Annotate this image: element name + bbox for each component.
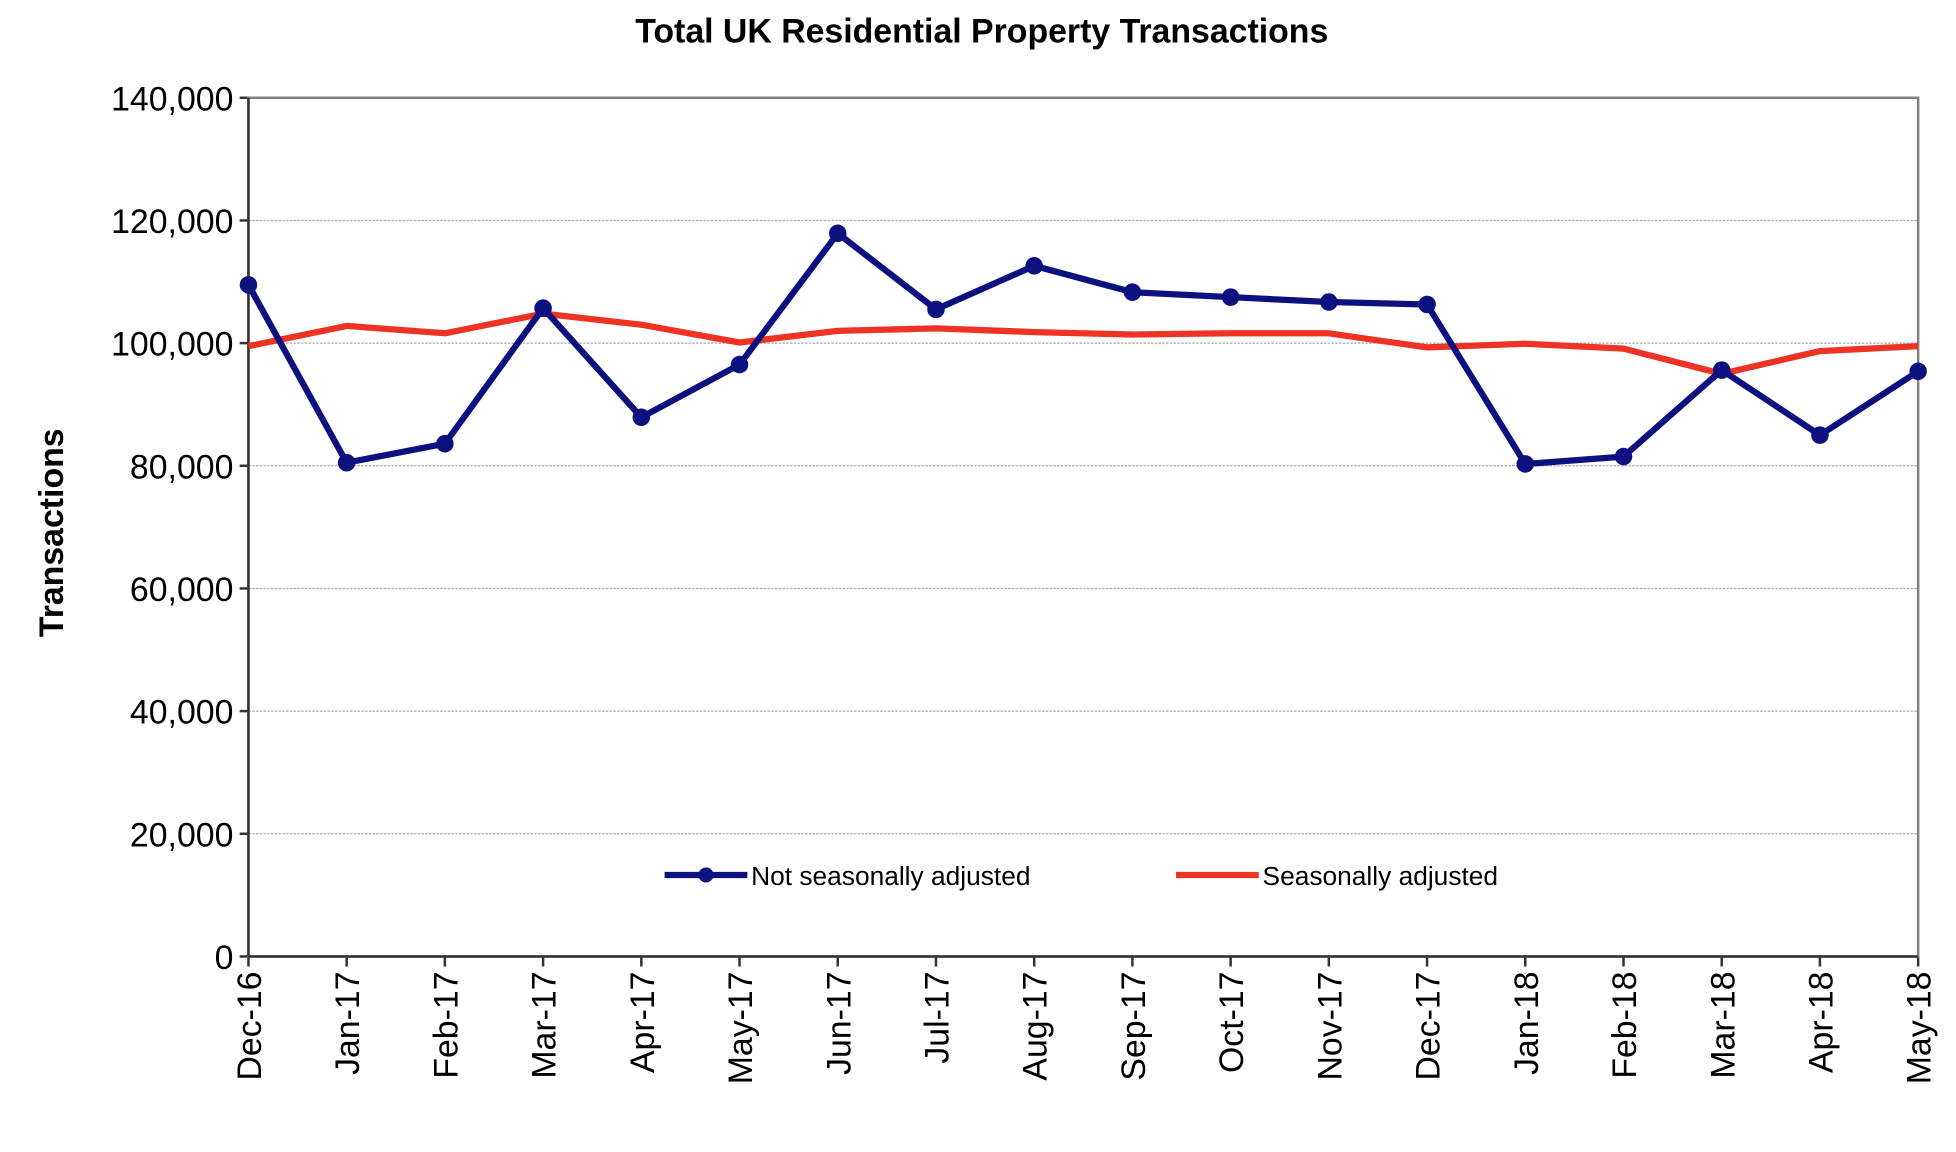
- data-point: [730, 355, 749, 374]
- y-tick-label: 40,000: [130, 694, 233, 732]
- legend: Not seasonally adjusted Seasonally adjus…: [664, 861, 1499, 891]
- x-tick-label: Apr-18: [1802, 971, 1840, 1073]
- y-tick-label: 80,000: [130, 448, 233, 486]
- x-tick-label: May-17: [722, 971, 760, 1084]
- y-tick-label: 60,000: [130, 571, 233, 609]
- x-tick-label: May-18: [1901, 971, 1939, 1084]
- x-tick-label: Sep-17: [1115, 971, 1153, 1080]
- y-axis-label: Transactions: [33, 428, 71, 637]
- data-point: [1712, 361, 1731, 379]
- data-point: [1516, 455, 1535, 473]
- x-tick-label: Dec-16: [231, 971, 269, 1080]
- data-point: [1320, 293, 1338, 311]
- series-line-1: [247, 310, 1919, 377]
- chart-title: Total UK Residential Property Transactio…: [635, 13, 1328, 51]
- data-point: [436, 434, 454, 453]
- data-point: [828, 224, 847, 243]
- x-tick-label: Jun-17: [820, 971, 858, 1074]
- y-tick-label: 100,000: [111, 326, 233, 364]
- data-point: [1123, 283, 1142, 301]
- legend-label-nsa: Not seasonally adjusted: [751, 861, 1030, 891]
- x-tick-label: Aug-17: [1017, 971, 1055, 1080]
- x-tick-label: Jan-17: [329, 971, 367, 1074]
- data-point: [534, 299, 552, 317]
- x-tick-label: Nov-17: [1311, 971, 1349, 1080]
- x-tick-label: Feb-17: [427, 971, 465, 1078]
- data-point: [1909, 362, 1927, 381]
- data-point: [1221, 288, 1240, 306]
- series-line-0: [245, 230, 1920, 468]
- data-point: [632, 408, 651, 427]
- y-tick-label: 0: [215, 939, 234, 977]
- x-tick-label: Feb-18: [1606, 971, 1644, 1078]
- data-point: [1418, 295, 1436, 314]
- x-tick-label: Oct-17: [1213, 971, 1251, 1073]
- x-tick-label: Dec-17: [1410, 971, 1448, 1080]
- data-point: [337, 453, 356, 472]
- x-tick-label: Jul-17: [919, 971, 957, 1063]
- y-tick-label: 20,000: [130, 816, 233, 854]
- x-tick-label: Apr-17: [624, 971, 662, 1073]
- data-point: [1614, 447, 1633, 466]
- x-tick-label: Jan-18: [1508, 971, 1546, 1074]
- data-point: [1811, 426, 1829, 444]
- legend-label-sa: Seasonally adjusted: [1263, 861, 1499, 891]
- legend-marker-nsa: [698, 867, 714, 883]
- x-tick-label: Mar-17: [526, 971, 564, 1078]
- plot-area-border: [247, 96, 1920, 958]
- data-point: [927, 300, 945, 319]
- data-point: [239, 276, 258, 294]
- data-point: [1025, 257, 1043, 275]
- x-tick-label: Mar-18: [1704, 971, 1742, 1078]
- y-tick-label: 140,000: [111, 80, 233, 118]
- y-tick-label: 120,000: [111, 203, 233, 241]
